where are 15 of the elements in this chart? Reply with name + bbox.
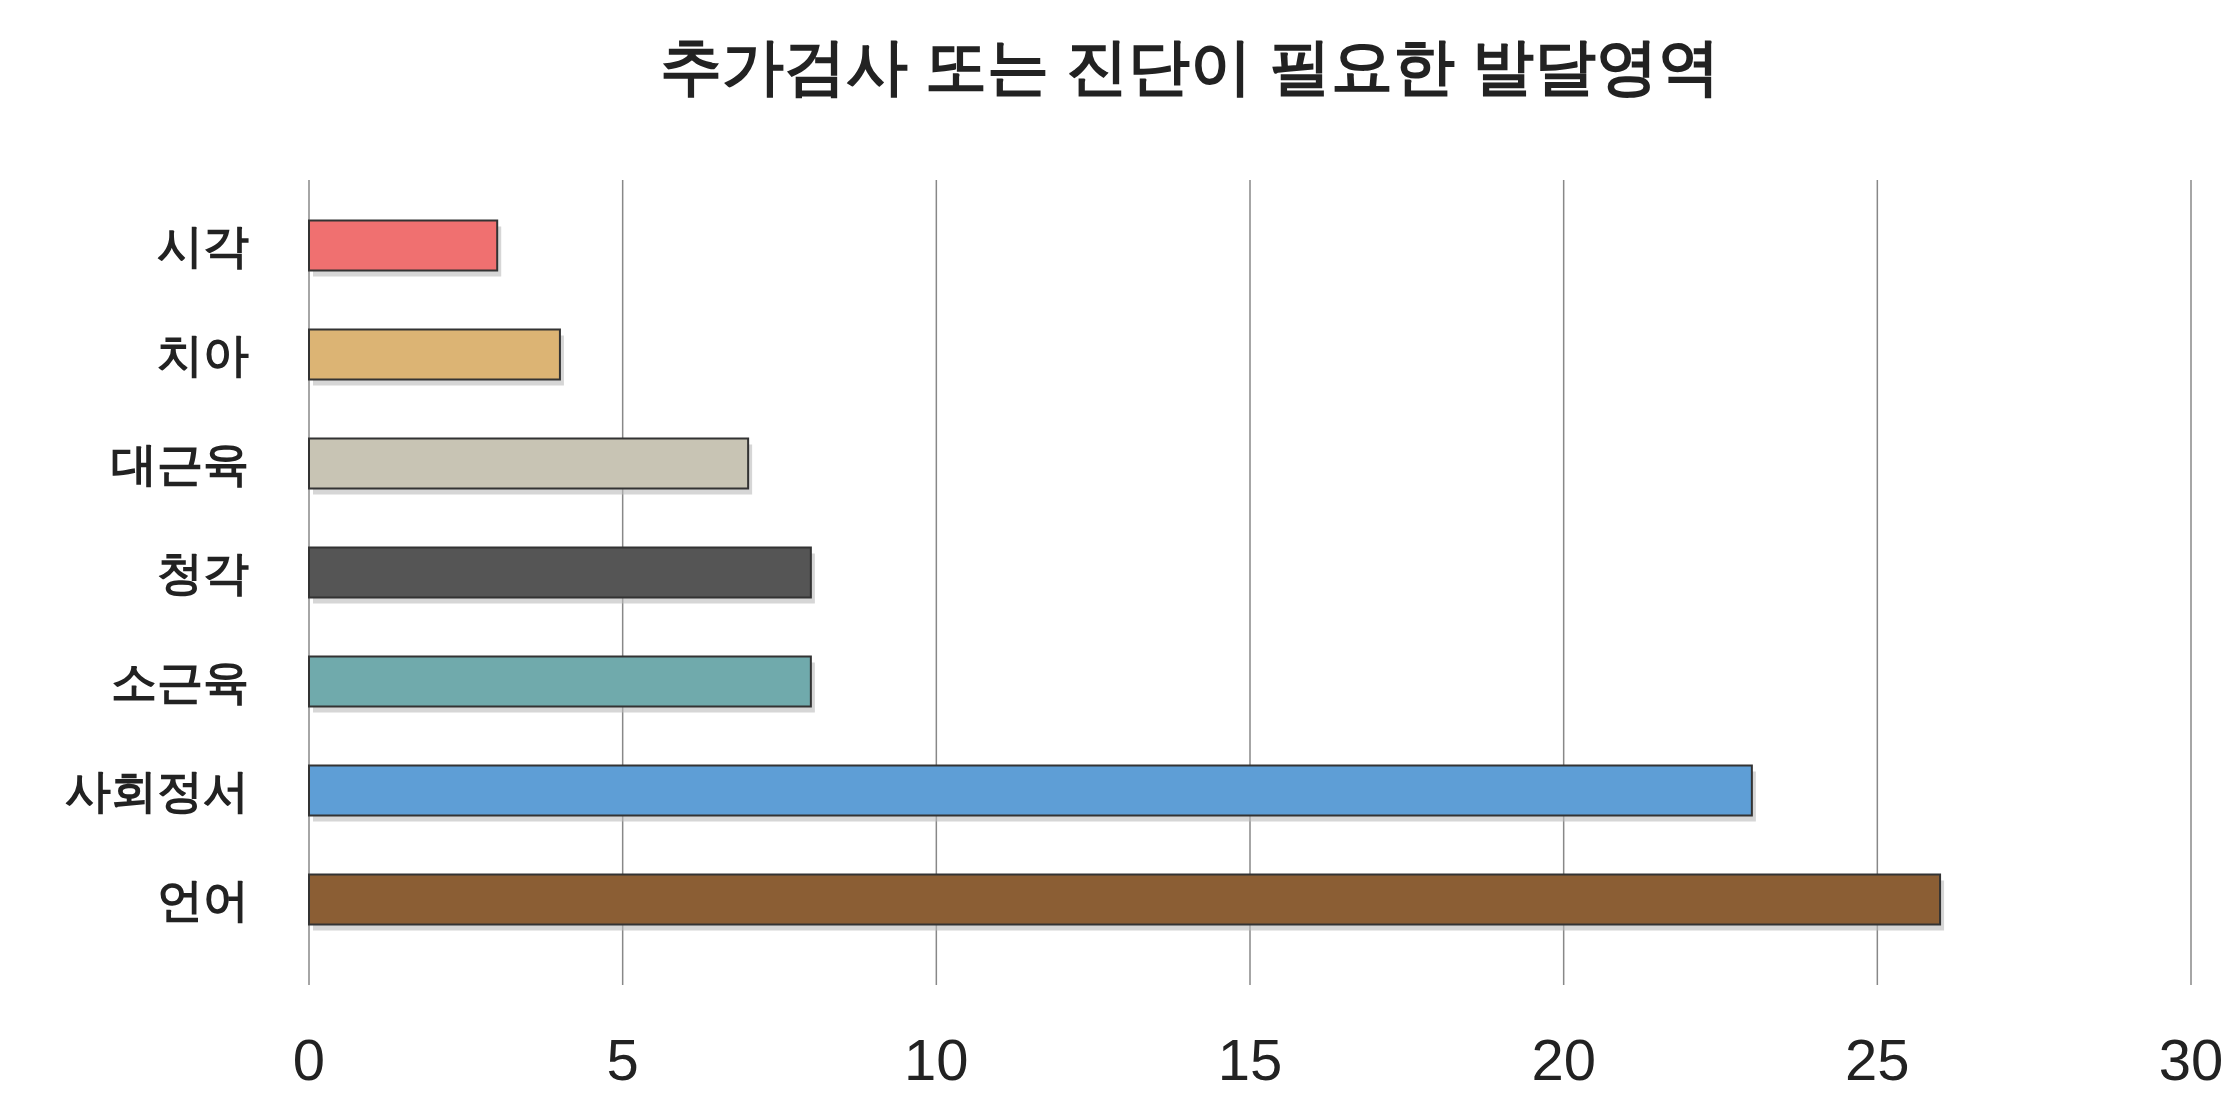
x-tick-label: 5: [606, 1027, 639, 1092]
x-tick-label: 30: [2158, 1027, 2224, 1092]
x-tick-label: 15: [1217, 1027, 1283, 1092]
y-tick-label: 소근육: [111, 655, 249, 708]
y-tick-label: 청각: [157, 546, 249, 599]
y-tick-label: 언어: [157, 873, 249, 926]
x-tick-label: 0: [292, 1027, 326, 1092]
x-tick-label: 25: [1845, 1027, 1910, 1092]
y-tick-label: 대근육: [111, 437, 249, 490]
y-tick-label: 시각: [157, 219, 249, 272]
x-tick-label: 20: [1531, 1027, 1596, 1092]
chart-title: 추가검사 또는 진단이 필요한 발달영역: [659, 32, 1721, 101]
y-tick-label: 치아: [157, 328, 249, 381]
x-tick-label: 10: [904, 1027, 969, 1092]
y-tick-label: 사회정서: [65, 764, 249, 817]
